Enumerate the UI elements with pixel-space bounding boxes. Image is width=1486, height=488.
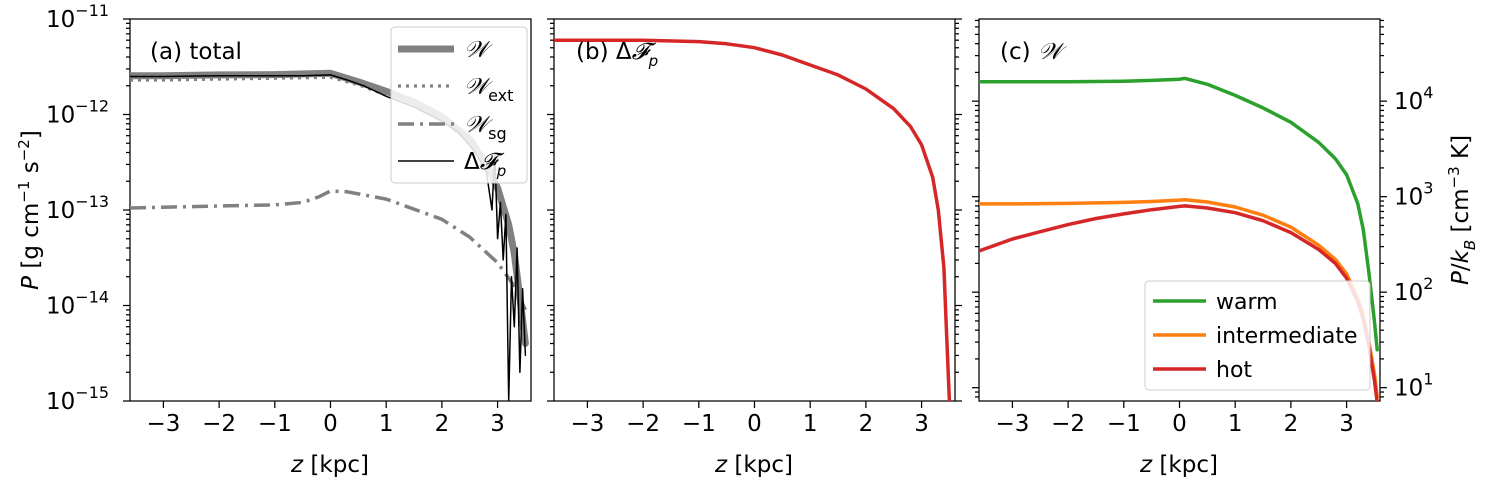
x-ticks: −3 −2 −1 0 1 2 3 <box>146 401 505 437</box>
y-ticks <box>547 18 962 402</box>
legend-label: intermediate <box>1216 324 1358 349</box>
y-tick-label: 10−15 <box>46 383 109 415</box>
panel-c: −3 −2 −1 0 1 2 3 101 102 103 104 (c) 𝒲 z [kpc] P/… <box>972 18 1479 478</box>
y-tick-label: 10−12 <box>46 97 109 129</box>
legend-label: warm <box>1216 290 1278 315</box>
x-tick-label: −1 <box>682 411 716 437</box>
legend: warm intermediate hot <box>1144 280 1371 391</box>
x-tick-label: 3 <box>490 411 505 437</box>
panel-a: −3 −2 −1 0 1 2 3 10−15 10−14 10−13 10−12 10−11 (a)… <box>15 1 532 478</box>
x-tick-label: 1 <box>1228 411 1243 437</box>
y-tick-label: 10−13 <box>46 192 109 224</box>
y-ticks: 10−15 10−14 10−13 10−12 10−11 <box>46 1 130 415</box>
legend-label: hot <box>1216 358 1252 383</box>
x-tick-label: 0 <box>747 411 762 437</box>
panel-annotation: (c) 𝒲 <box>1000 39 1067 65</box>
x-axis-label: z [kpc] <box>714 452 793 478</box>
x-tick-label: 2 <box>1284 411 1299 437</box>
series-line-sg <box>130 189 527 311</box>
series-layer <box>554 38 952 401</box>
x-axis-label: z [kpc] <box>1139 452 1218 478</box>
x-ticks: −3 −2 −1 0 1 2 3 <box>570 401 929 437</box>
x-tick-label: −3 <box>570 411 604 437</box>
x-tick-label: 1 <box>379 411 394 437</box>
x-tick-label: −3 <box>146 411 180 437</box>
y-tick-label: 10−11 <box>46 1 109 33</box>
legend-entries: warm intermediate hot <box>1153 290 1358 383</box>
x-tick-label: −2 <box>1051 411 1085 437</box>
legend-frame <box>390 26 528 184</box>
x-tick-label: 3 <box>914 411 929 437</box>
y-tick-label: 10−14 <box>46 288 109 320</box>
x-tick-label: 2 <box>435 411 450 437</box>
x-tick-label: −2 <box>626 411 660 437</box>
y-tick-label: 102 <box>1394 274 1433 306</box>
y-ticks: 101 102 103 104 <box>972 19 1433 402</box>
x-tick-label: 1 <box>803 411 818 437</box>
x-tick-label: −3 <box>995 411 1029 437</box>
x-tick-label: 0 <box>1172 411 1187 437</box>
x-ticks: −3 −2 −1 0 1 2 3 <box>995 401 1354 437</box>
plot-frame <box>553 18 956 402</box>
y-tick-label: 103 <box>1394 179 1433 211</box>
y-tick-label: 104 <box>1394 83 1433 115</box>
x-tick-label: −2 <box>202 411 236 437</box>
panel-annotation: (b) Δ𝓕p <box>576 39 658 70</box>
panel-annotation: (a) total <box>150 39 242 65</box>
y-tick-label: 101 <box>1394 370 1433 402</box>
panel-b: −3 −2 −1 0 1 2 3 (b) Δ𝓕p z [kpc] <box>547 18 962 478</box>
right-y-axis-label: P/kB [cm−3 K] <box>1445 135 1479 285</box>
x-axis-label: z [kpc] <box>290 452 369 478</box>
x-tick-label: −1 <box>258 411 292 437</box>
x-tick-label: 0 <box>323 411 338 437</box>
legend-label: Δ𝓕p <box>464 149 506 180</box>
x-tick-label: 3 <box>1339 411 1354 437</box>
x-tick-label: 2 <box>859 411 874 437</box>
legend-frame <box>1144 280 1371 391</box>
series-line-warm <box>979 76 1379 352</box>
x-tick-label: −1 <box>1107 411 1141 437</box>
y-axis-label: P [g cm−1 s−2] <box>15 130 44 290</box>
series-line-s0 <box>554 38 952 401</box>
